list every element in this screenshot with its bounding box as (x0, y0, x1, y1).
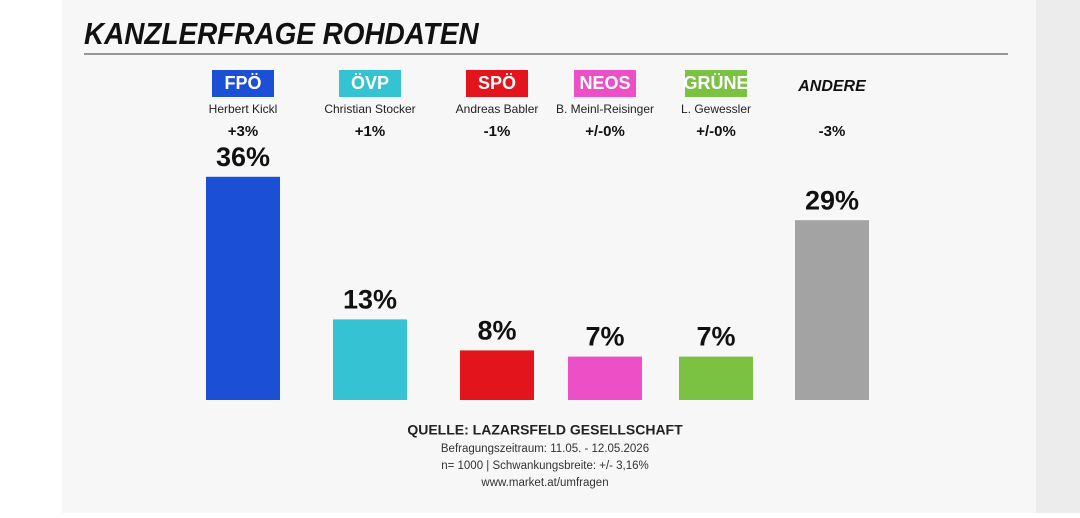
value-label: 7% (585, 322, 624, 352)
url: www.market.at/umfragen (480, 477, 608, 489)
party-tag: NEOS (579, 73, 630, 93)
candidate-name: B. Meinl-Reisinger (556, 102, 654, 116)
change: +1% (355, 123, 385, 140)
change: +/-0% (696, 123, 736, 140)
party-tag: ANDERE (797, 78, 867, 95)
candidate-name: Christian Stocker (324, 102, 415, 116)
party-tag-box (212, 70, 274, 97)
bar (460, 350, 534, 400)
bar (795, 220, 869, 400)
change: +3% (228, 123, 258, 140)
change: -3% (819, 123, 846, 140)
sample: n= 1000 | Schwankungsbreite: +/- 3,16% (441, 460, 649, 472)
bar (333, 319, 407, 400)
value-label: 7% (696, 322, 735, 352)
bar (568, 356, 642, 400)
period: Befragungszeitraum: 11.05. - 12.05.2026 (441, 443, 649, 455)
change: +/-0% (585, 123, 625, 140)
party-tag: FPÖ (224, 73, 261, 93)
party-tag-box (466, 70, 528, 97)
chart-title: KANZLERFRAGE ROHDATEN (84, 17, 479, 52)
candidate-name: Herbert Kickl (209, 102, 278, 116)
change: -1% (484, 123, 511, 140)
bar (206, 176, 280, 400)
value-label: 8% (477, 316, 516, 346)
margin (1036, 0, 1080, 513)
party-tag-box (685, 70, 747, 97)
party-tag: SPÖ (478, 73, 516, 93)
party-tag-box (574, 70, 636, 97)
bar (679, 356, 753, 400)
party-tag: GRÜNE (683, 73, 748, 93)
candidate-name: Andreas Babler (456, 102, 539, 116)
party-tag: ÖVP (351, 73, 389, 93)
value-label: 13% (343, 285, 397, 315)
party-tag-box (339, 70, 401, 97)
margin (0, 0, 62, 513)
value-label: 29% (805, 185, 859, 215)
source: QUELLE: LAZARSFELD GESELLSCHAFT (407, 422, 683, 438)
candidate-name: L. Gewessler (681, 102, 751, 116)
value-label: 36% (216, 142, 270, 172)
